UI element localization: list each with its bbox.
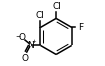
Text: O: O	[19, 33, 26, 42]
Text: −: −	[16, 33, 21, 38]
Text: F: F	[78, 23, 83, 32]
Text: O: O	[21, 54, 28, 63]
Text: N: N	[27, 41, 34, 50]
Text: +: +	[31, 39, 36, 44]
Text: Cl: Cl	[35, 11, 44, 20]
Text: Cl: Cl	[52, 2, 61, 11]
